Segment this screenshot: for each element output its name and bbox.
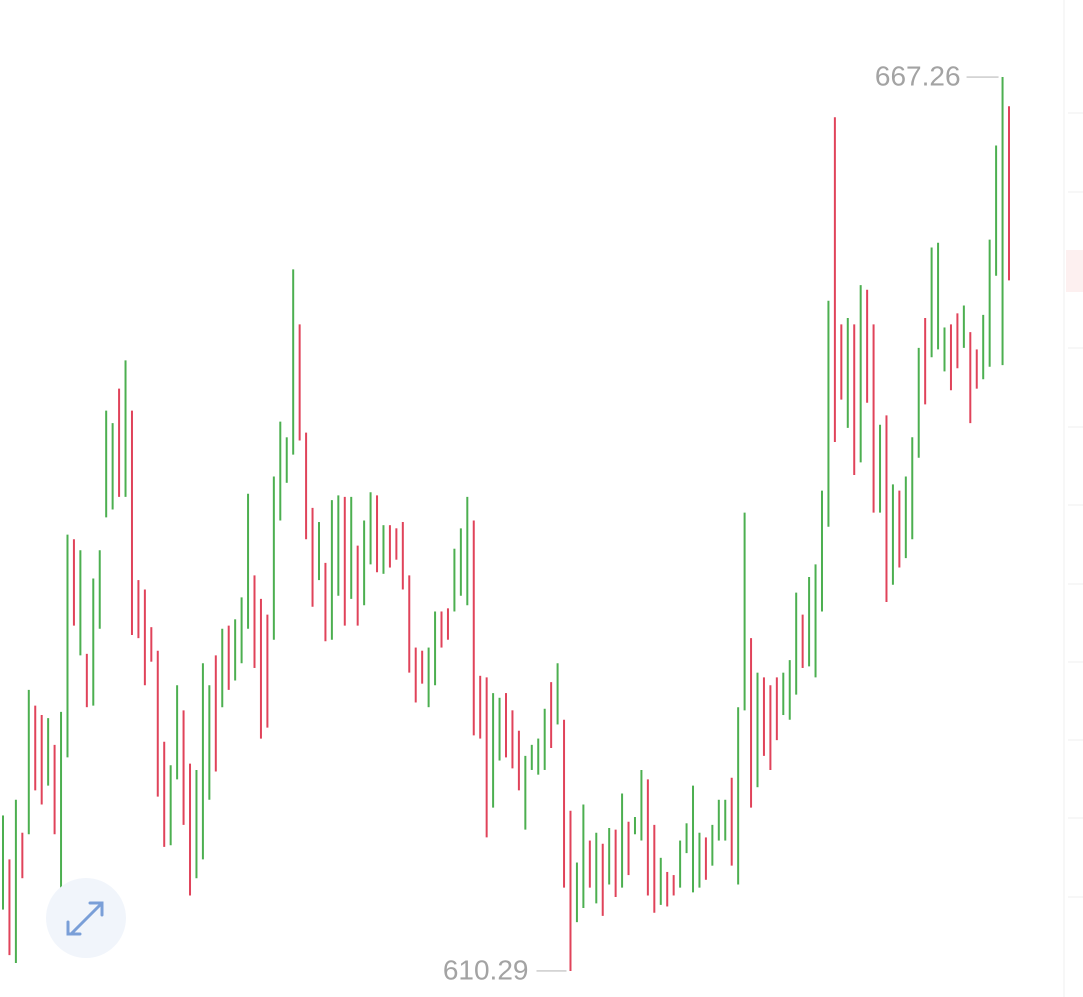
- bars: [2, 77, 1010, 971]
- min-label: 610.29: [443, 954, 529, 985]
- price-tag-bg: [1066, 250, 1083, 292]
- max-label: 667.26: [875, 60, 961, 91]
- expand-button[interactable]: [46, 878, 126, 958]
- right-axis-edge: [1063, 0, 1083, 997]
